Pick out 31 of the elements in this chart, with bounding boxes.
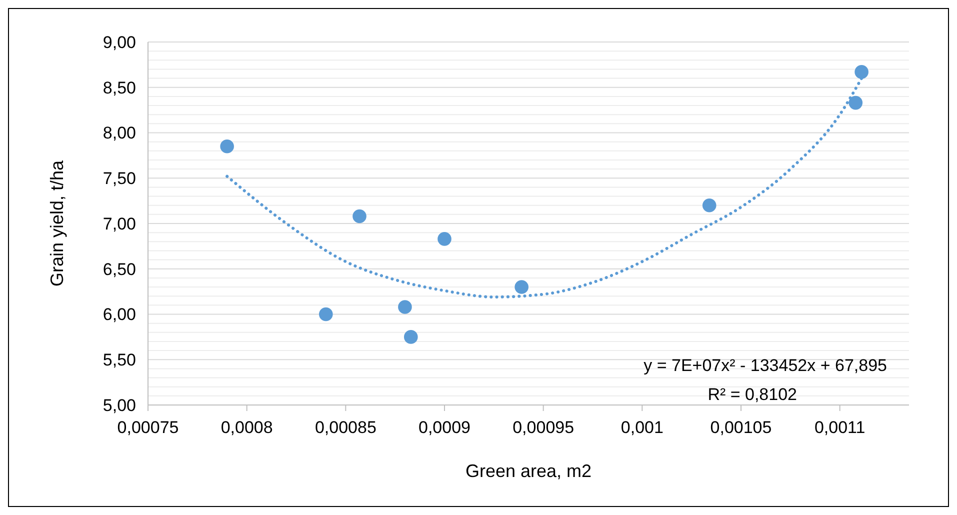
point (702, 198, 716, 212)
x-tick-label: 0,00075 (117, 418, 179, 437)
x-tick-label: 0,0011 (814, 418, 866, 437)
y-tick-label: 8,00 (102, 124, 136, 143)
annotation: R² = 0,8102 (708, 385, 797, 404)
x-tick-label: 0,0008 (220, 418, 273, 437)
y-tick-label: 5,00 (102, 396, 136, 415)
y-tick-label: 8,50 (102, 78, 136, 98)
y-tick-label: 7,00 (102, 214, 136, 234)
annotation: y = 7E+07x² - 133452x + 67,895 (644, 356, 887, 375)
x-tick-label: 0,00095 (512, 418, 574, 437)
y-axis-title: Grain yield, t/ha (47, 159, 67, 287)
y-tick-label: 7,50 (102, 169, 136, 188)
x-tick-label: 0,0009 (418, 418, 470, 437)
x-tick-label: 0,00085 (314, 418, 376, 437)
point (404, 330, 418, 344)
point (848, 96, 863, 110)
point (514, 280, 528, 294)
point (352, 209, 366, 224)
x-axis-title: Green area, m2 (465, 461, 592, 481)
y-tick-label: 6,00 (102, 305, 136, 324)
point (854, 65, 868, 79)
y-tick-label: 5,50 (102, 350, 136, 370)
x-tick-label: 0,001 (620, 418, 664, 437)
x-tick-label: 0,00105 (710, 418, 772, 437)
point (398, 300, 412, 314)
y-tick-label: 6,50 (102, 260, 136, 279)
y-tick-label: 9,00 (102, 32, 136, 52)
point (318, 307, 333, 322)
point (220, 139, 234, 154)
point (438, 232, 452, 246)
